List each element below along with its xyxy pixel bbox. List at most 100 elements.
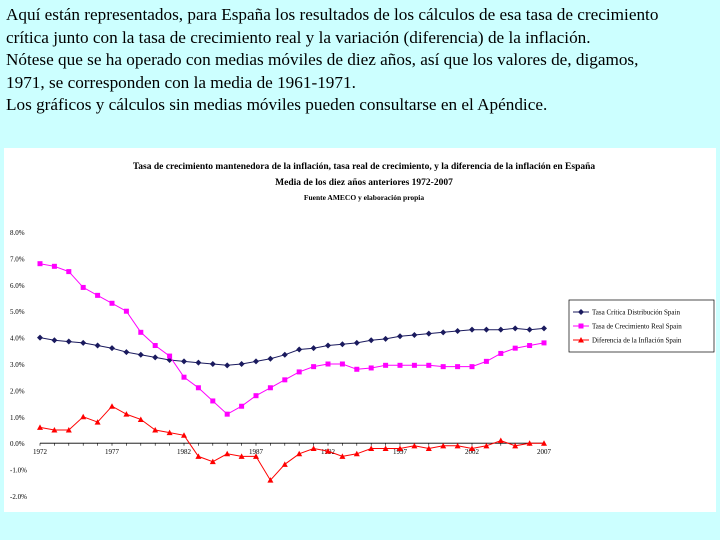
data-point — [541, 325, 547, 332]
data-point — [425, 330, 432, 337]
data-point — [354, 366, 360, 372]
series-line — [39, 405, 544, 482]
y-tick-label: 0.0% — [10, 440, 25, 448]
data-point — [339, 453, 346, 459]
data-point — [541, 440, 547, 446]
data-point — [397, 333, 403, 340]
data-point — [37, 424, 43, 430]
chart-panel: Tasa de crecimiento mantenedora de la in… — [4, 148, 716, 512]
data-point — [497, 437, 504, 444]
data-point — [195, 385, 201, 391]
data-point — [497, 326, 504, 333]
data-point — [469, 445, 475, 451]
data-point — [425, 445, 432, 451]
data-point — [411, 362, 417, 368]
data-point — [239, 403, 245, 409]
data-point — [80, 339, 87, 346]
intro-line: crítica junto con la tasa de crecimiento… — [6, 27, 591, 47]
data-point — [267, 385, 273, 391]
data-point — [310, 345, 317, 352]
data-point — [296, 450, 303, 457]
data-point — [541, 340, 547, 346]
intro-line: Los gráficos y cálculos sin medias móvil… — [6, 95, 548, 114]
data-point — [65, 427, 72, 433]
x-tick-label: 1972 — [33, 448, 48, 456]
data-point — [224, 411, 230, 417]
data-point — [209, 361, 216, 367]
data-point — [440, 442, 447, 449]
series-layer — [37, 261, 547, 483]
data-point — [469, 326, 475, 333]
series-2 — [37, 261, 547, 417]
data-point — [527, 343, 533, 349]
data-point — [253, 393, 259, 399]
data-point — [483, 442, 490, 449]
data-point — [512, 325, 519, 332]
data-point — [325, 361, 331, 367]
y-tick-label: 7.0% — [10, 255, 25, 263]
data-point — [455, 364, 461, 370]
data-point — [152, 343, 158, 349]
y-tick-label: 3.0% — [10, 361, 25, 369]
intro-line: Nótese que se ha operado con medias móvi… — [6, 50, 639, 69]
data-point — [296, 369, 302, 375]
data-point — [526, 440, 533, 446]
data-point — [138, 329, 144, 335]
data-point — [167, 353, 173, 359]
data-point — [210, 398, 216, 404]
y-tick-label: 4.0% — [10, 335, 25, 343]
data-point — [339, 341, 346, 348]
data-point — [253, 453, 259, 459]
data-point — [181, 432, 187, 438]
y-tick-label: 8.0% — [10, 229, 25, 237]
line-chart: Tasa de crecimiento mantenedora de la in… — [10, 162, 715, 501]
data-point — [483, 358, 489, 364]
data-point — [123, 308, 129, 314]
data-point — [195, 453, 202, 459]
chart-subtitle: Media de los diez años anteriores 1972-2… — [275, 178, 453, 188]
data-point — [109, 403, 115, 409]
data-point — [325, 448, 331, 454]
data-point — [253, 358, 259, 365]
data-point — [137, 416, 144, 422]
data-point — [411, 331, 418, 338]
data-point — [238, 453, 245, 459]
data-point — [181, 374, 187, 380]
series-1 — [37, 325, 547, 369]
legend-label: Tasa Crítica Distribución Spain — [592, 309, 680, 317]
data-point — [310, 445, 317, 451]
x-tick-label: 1977 — [105, 448, 120, 456]
data-point — [80, 284, 86, 290]
legend-label: Tasa de Crecimiento Real Spain — [592, 323, 682, 331]
x-tick-label: 2002 — [465, 448, 480, 456]
data-point — [382, 335, 389, 342]
data-point — [512, 442, 519, 449]
data-point — [152, 427, 159, 433]
x-tick-label: 2007 — [537, 448, 552, 456]
data-point — [469, 364, 475, 370]
data-point — [368, 337, 375, 344]
data-point — [51, 337, 58, 344]
y-tick-label: 2.0% — [10, 387, 25, 395]
chart-legend: Tasa Crítica Distribución Spain Tasa de C… — [568, 299, 715, 353]
data-point — [426, 362, 432, 368]
data-point — [37, 334, 43, 341]
data-point — [368, 445, 375, 451]
data-point — [166, 429, 173, 436]
data-point — [267, 477, 274, 483]
data-point — [195, 359, 202, 366]
x-tick-label: 1987 — [249, 448, 264, 456]
data-point — [368, 365, 374, 371]
data-point — [224, 450, 231, 457]
data-point — [440, 329, 447, 336]
chart-title: Tasa de crecimiento mantenedora de la in… — [133, 162, 596, 172]
data-point — [440, 364, 446, 370]
data-point — [166, 357, 173, 364]
data-point — [454, 442, 461, 449]
series-line — [39, 263, 545, 415]
data-point — [382, 445, 389, 451]
data-point — [109, 345, 115, 352]
data-point — [95, 292, 101, 298]
data-point — [51, 263, 57, 269]
data-point — [411, 442, 418, 449]
